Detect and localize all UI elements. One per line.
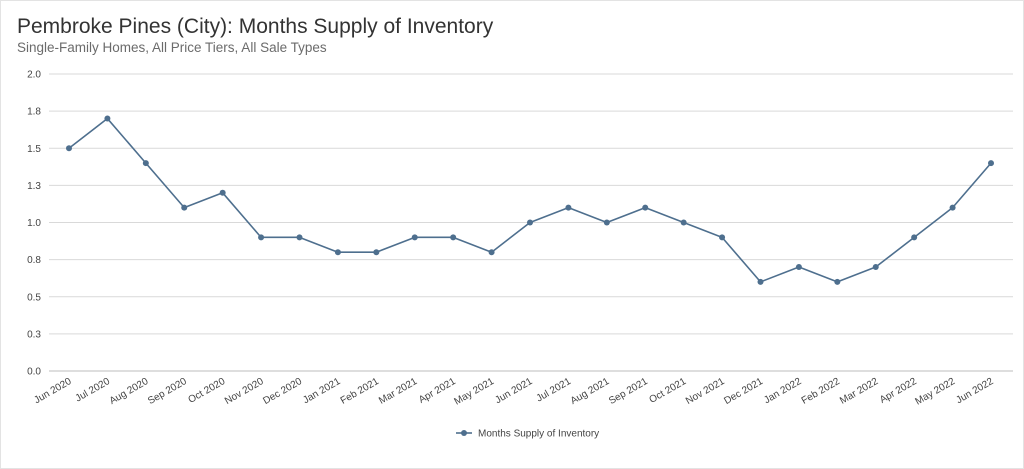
y-tick-label: 2.0 xyxy=(27,70,41,81)
data-point[interactable] xyxy=(603,219,610,226)
x-tick-label: Feb 2021 xyxy=(339,376,381,407)
data-point[interactable] xyxy=(680,219,687,226)
y-tick-label: 1.5 xyxy=(27,144,41,155)
y-tick-label: 0.0 xyxy=(27,367,41,378)
data-point[interactable] xyxy=(334,249,341,256)
x-tick-label: Jul 2021 xyxy=(535,376,574,405)
data-point[interactable] xyxy=(834,278,841,285)
x-tick-label: Nov 2021 xyxy=(684,376,727,407)
data-point[interactable] xyxy=(488,249,495,256)
chart-title: Pembroke Pines (City): Months Supply of … xyxy=(17,15,494,38)
x-tick-label: Mar 2021 xyxy=(377,376,419,407)
x-tick-label: Apr 2021 xyxy=(417,376,458,406)
series-line xyxy=(68,117,992,283)
y-tick-label: 1.0 xyxy=(27,218,41,229)
x-tick-label: Jun 2020 xyxy=(32,376,74,406)
legend-marker-icon xyxy=(461,430,467,436)
data-point[interactable] xyxy=(719,234,726,241)
x-tick-label: Oct 2021 xyxy=(648,376,689,406)
x-tick-label: Sep 2021 xyxy=(607,376,650,407)
x-tick-label: Aug 2021 xyxy=(569,376,612,407)
x-tick-label: Nov 2020 xyxy=(223,376,266,407)
data-point[interactable] xyxy=(565,204,572,211)
data-point[interactable] xyxy=(66,145,72,152)
legend-label[interactable]: Months Supply of Inventory xyxy=(478,429,599,440)
data-point[interactable] xyxy=(181,204,188,211)
legend[interactable]: Months Supply of Inventory xyxy=(456,429,599,440)
data-point[interactable] xyxy=(411,234,418,241)
grid-lines xyxy=(49,73,1013,372)
x-tick-label: Jul 2020 xyxy=(74,376,113,405)
y-tick-label: 1.3 xyxy=(27,181,41,192)
x-tick-label: Jun 2021 xyxy=(493,376,535,406)
y-axis: 0.0 0.3 0.5 0.8 1.0 1.3 1.5 1.8 2.0 xyxy=(27,70,41,378)
y-tick-label: 0.8 xyxy=(27,255,41,266)
data-point[interactable] xyxy=(219,189,226,196)
data-point[interactable] xyxy=(872,264,879,271)
y-tick-label: 1.8 xyxy=(27,107,41,118)
data-point[interactable] xyxy=(988,160,994,167)
x-tick-label: Dec 2021 xyxy=(722,376,765,407)
x-tick-label: Sep 2020 xyxy=(146,376,189,407)
y-tick-label: 0.3 xyxy=(27,329,41,340)
x-tick-label: Feb 2022 xyxy=(800,376,842,407)
data-point[interactable] xyxy=(757,278,764,285)
data-point[interactable] xyxy=(142,160,149,167)
x-tick-label: Mar 2022 xyxy=(838,376,880,407)
x-tick-label: May 2021 xyxy=(453,376,497,408)
x-tick-label: Jan 2021 xyxy=(301,376,343,406)
x-tick-label: Aug 2020 xyxy=(108,376,151,407)
data-point[interactable] xyxy=(104,115,111,122)
x-tick-label: Oct 2020 xyxy=(187,376,228,406)
x-tick-label: Jun 2022 xyxy=(954,376,996,406)
data-point[interactable] xyxy=(258,234,265,241)
series-layer xyxy=(66,115,994,285)
data-point[interactable] xyxy=(795,264,802,271)
data-point[interactable] xyxy=(373,249,380,256)
data-point[interactable] xyxy=(527,219,533,226)
chart-subtitle: Single-Family Homes, All Price Tiers, Al… xyxy=(17,40,327,55)
data-point[interactable] xyxy=(296,234,303,241)
x-tick-label: Jan 2022 xyxy=(762,376,804,406)
y-tick-label: 0.5 xyxy=(27,292,41,303)
x-tick-label: Dec 2020 xyxy=(261,376,304,407)
x-tick-label: May 2022 xyxy=(914,376,958,408)
data-point[interactable] xyxy=(949,204,956,211)
data-point[interactable] xyxy=(450,234,457,241)
x-tick-label: Apr 2022 xyxy=(878,376,919,406)
data-point[interactable] xyxy=(911,234,918,241)
data-point[interactable] xyxy=(642,204,649,211)
